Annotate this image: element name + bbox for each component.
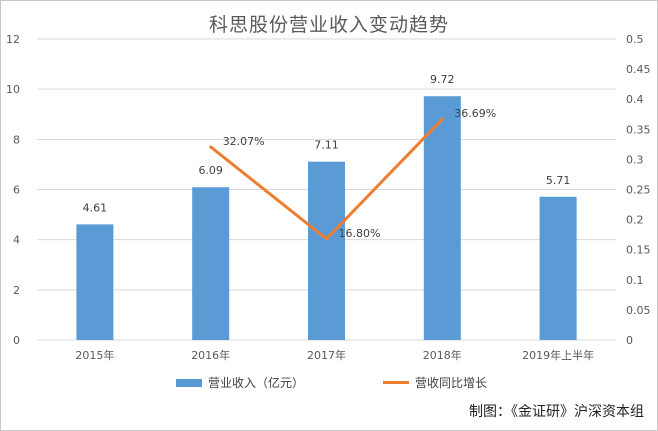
growth-value-label: 16.80% (339, 227, 381, 240)
y-left-tick-label: 0 (13, 334, 20, 347)
bar-value-label: 9.72 (430, 73, 455, 86)
y-left-tick-label: 4 (13, 234, 20, 247)
growth-value-label: 36.69% (454, 107, 496, 120)
y-right-tick-label: 0.5 (626, 33, 644, 46)
y-right-tick-label: 0.4 (626, 93, 644, 106)
y-left-tick-label: 8 (13, 133, 20, 146)
growth-point (440, 117, 444, 121)
bar-value-label: 7.11 (314, 139, 339, 152)
legend-item-revenue: 营业收入（亿元） (176, 374, 304, 391)
x-tick-label: 2015年 (75, 348, 114, 362)
y-right-tick-label: 0.15 (626, 244, 651, 257)
legend-label-revenue: 营业收入（亿元） (208, 376, 305, 390)
y-right-tick-label: 0 (626, 334, 633, 347)
y-left-tick-label: 12 (6, 33, 20, 46)
growth-point (325, 237, 328, 241)
legend-item-growth: 营收同比增长 (383, 374, 487, 391)
bar (192, 187, 230, 340)
growth-value-label: 32.07% (223, 135, 265, 148)
y-right-tick-label: 0.1 (626, 274, 644, 287)
bar (423, 96, 461, 340)
bar-value-label: 5.71 (546, 174, 571, 187)
y-left-tick-label: 2 (13, 284, 20, 297)
y-right-tick-label: 0.05 (626, 304, 651, 317)
x-tick-label: 2016年 (191, 348, 230, 362)
x-tick-label: 2019年上半年 (522, 348, 594, 362)
bar (76, 224, 114, 340)
legend-line-swatch (383, 381, 409, 384)
bar-value-label: 4.61 (83, 201, 108, 214)
source-note: 制图：《金证研》沪深资本组 (469, 404, 644, 420)
y-left-tick-label: 10 (6, 83, 20, 96)
bar-value-label: 6.09 (198, 164, 223, 177)
chart-title: 科思股份营业收入变动趋势 (208, 14, 449, 36)
legend-label-growth: 营收同比增长 (415, 376, 488, 390)
y-right-tick-label: 0.45 (626, 63, 651, 76)
legend-bar-swatch (176, 378, 202, 387)
x-tick-label: 2017年 (307, 348, 346, 362)
y-left-tick-label: 6 (13, 184, 20, 197)
bar (308, 161, 345, 340)
y-right-tick-label: 0.35 (626, 123, 651, 136)
y-right-tick-label: 0.3 (626, 153, 644, 166)
y-right-tick-label: 0.2 (626, 214, 644, 227)
growth-point (209, 145, 213, 149)
x-tick-label: 2018年 (423, 348, 462, 362)
bar (539, 196, 577, 340)
y-right-tick-label: 0.25 (626, 184, 651, 197)
